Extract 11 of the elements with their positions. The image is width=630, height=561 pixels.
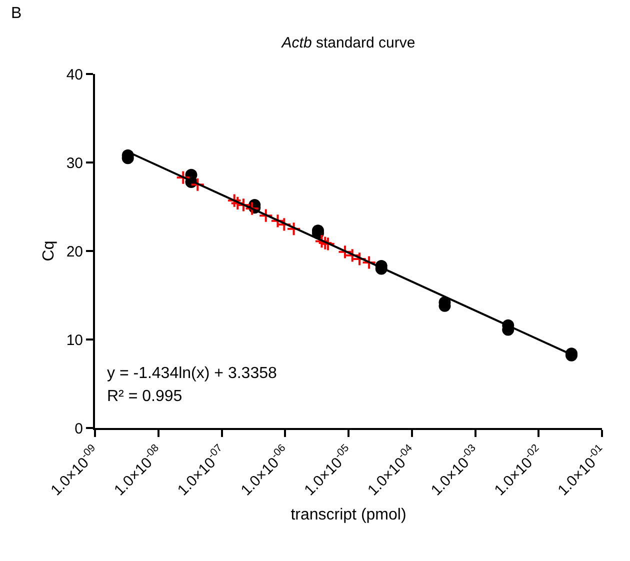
chart-title: Actb standard curve <box>280 34 416 52</box>
text: B <box>11 5 22 22</box>
y-tick-label: 40 <box>66 66 83 84</box>
y-tick-label: 0 <box>74 420 83 438</box>
annotation: R² = 0.995 <box>107 388 182 405</box>
y-tick-label: 20 <box>66 243 83 260</box>
y-axis-title: Cq <box>40 240 58 262</box>
y-tick-label: 30 <box>66 154 83 172</box>
annotation: y = -1.434ln(x) + 3.3358 <box>107 365 277 382</box>
x-axis-title: transcript (pmol) <box>290 506 406 524</box>
y-tick-label: 10 <box>66 332 83 349</box>
